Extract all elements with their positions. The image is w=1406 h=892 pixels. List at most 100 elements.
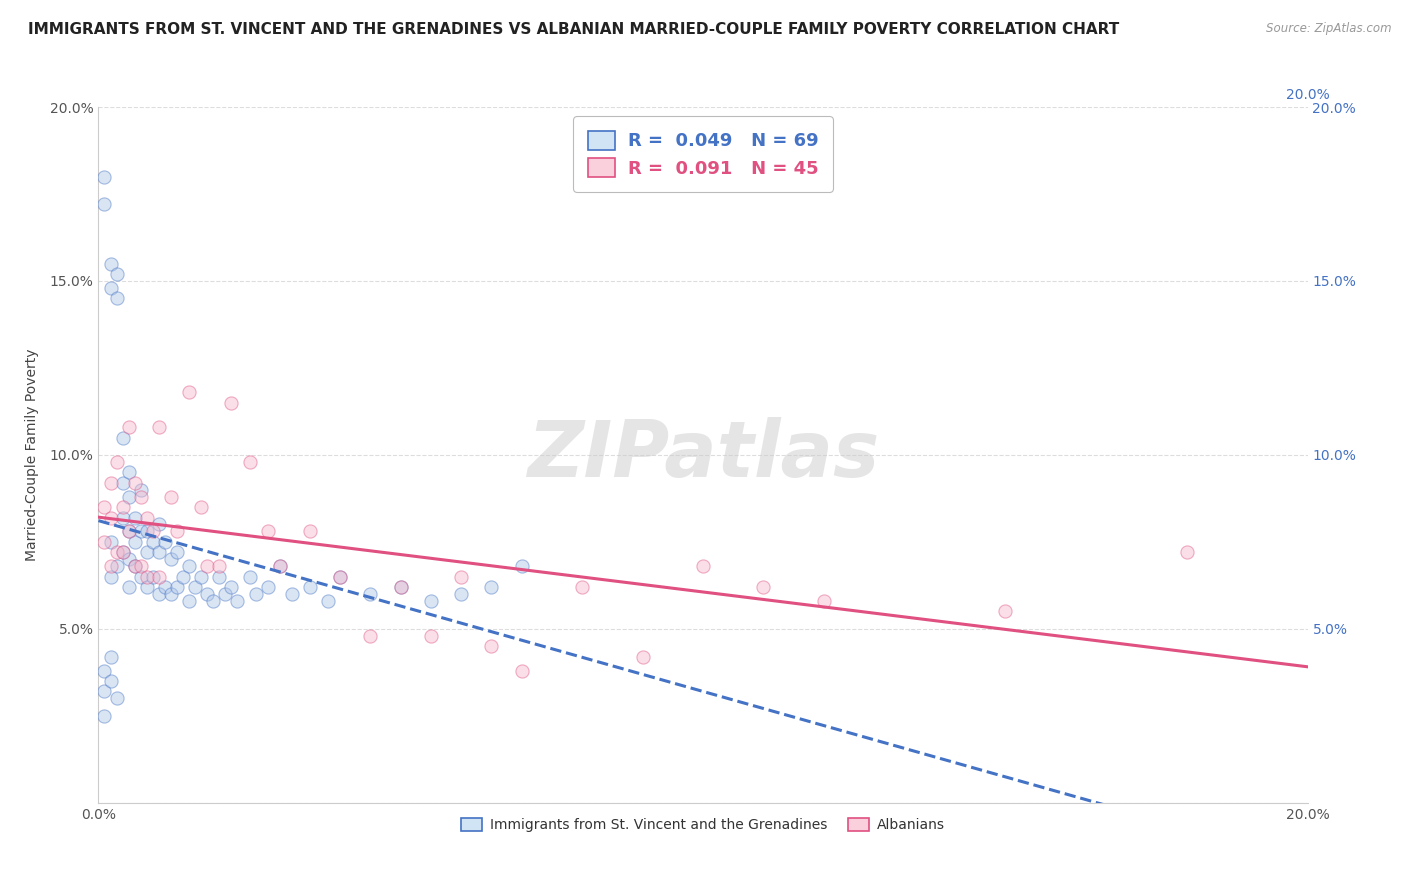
Point [129, 483, 152, 497]
Point [118, 420, 141, 434]
Point [135, 570, 157, 584]
Point [202, 594, 225, 608]
Point [124, 559, 146, 574]
Point [420, 629, 443, 643]
Point [135, 510, 157, 524]
Point [142, 524, 165, 539]
Point [195, 559, 218, 574]
Point [124, 475, 146, 490]
Point [226, 594, 249, 608]
Point [481, 639, 503, 653]
Point [111, 545, 134, 559]
Point [118, 524, 141, 539]
Point [160, 552, 183, 566]
Point [752, 580, 775, 594]
Point [389, 580, 412, 594]
Point [105, 455, 128, 469]
Text: Source: ZipAtlas.com: Source: ZipAtlas.com [1267, 22, 1392, 36]
Point [179, 559, 201, 574]
Point [389, 580, 412, 594]
Point [93, 500, 115, 514]
Point [118, 490, 141, 504]
Point [256, 580, 278, 594]
Point [190, 570, 212, 584]
Y-axis label: Married-Couple Family Poverty: Married-Couple Family Poverty [24, 349, 38, 561]
Point [111, 545, 134, 559]
Point [105, 267, 128, 281]
Point [239, 455, 262, 469]
Point [208, 559, 231, 574]
Point [148, 420, 170, 434]
Point [100, 559, 122, 574]
Point [329, 570, 352, 584]
Point [105, 691, 128, 706]
Point [450, 587, 472, 601]
Point [105, 545, 128, 559]
Point [450, 570, 472, 584]
Point [179, 594, 201, 608]
Point [93, 664, 115, 678]
Point [245, 587, 267, 601]
Point [118, 466, 141, 480]
Point [124, 510, 146, 524]
Point [221, 395, 243, 409]
Point [142, 534, 165, 549]
Point [135, 580, 157, 594]
Point [118, 552, 141, 566]
Point [281, 587, 304, 601]
Point [124, 534, 146, 549]
Point [420, 594, 443, 608]
Point [148, 517, 170, 532]
Point [111, 500, 134, 514]
Point [179, 385, 201, 400]
Point [100, 510, 122, 524]
Point [160, 490, 183, 504]
Point [166, 545, 188, 559]
Point [124, 559, 146, 574]
Point [129, 570, 152, 584]
Point [118, 580, 141, 594]
Point [153, 534, 176, 549]
Point [111, 475, 134, 490]
Text: IMMIGRANTS FROM ST. VINCENT AND THE GRENADINES VS ALBANIAN MARRIED-COUPLE FAMILY: IMMIGRANTS FROM ST. VINCENT AND THE GREN… [28, 22, 1119, 37]
Point [135, 524, 157, 539]
Point [239, 570, 262, 584]
Point [994, 605, 1017, 619]
Point [166, 580, 188, 594]
Point [129, 524, 152, 539]
Point [93, 684, 115, 698]
Point [129, 559, 152, 574]
Point [153, 580, 176, 594]
Point [100, 257, 122, 271]
Point [100, 674, 122, 689]
Point [100, 534, 122, 549]
Point [118, 524, 141, 539]
Point [148, 587, 170, 601]
Point [329, 570, 352, 584]
Point [195, 587, 218, 601]
Point [208, 570, 231, 584]
Point [269, 559, 291, 574]
Point [93, 197, 115, 211]
Point [111, 510, 134, 524]
Point [510, 559, 533, 574]
Legend: Immigrants from St. Vincent and the Grenadines, Albanians: Immigrants from St. Vincent and the Gren… [456, 812, 950, 838]
Point [692, 559, 714, 574]
Point [221, 580, 243, 594]
Point [93, 534, 115, 549]
Point [111, 430, 134, 444]
Point [166, 524, 188, 539]
Point [813, 594, 835, 608]
Point [129, 490, 152, 504]
Text: ZIPatlas: ZIPatlas [527, 417, 879, 493]
Point [184, 580, 207, 594]
Point [571, 580, 593, 594]
Point [360, 629, 382, 643]
Point [100, 281, 122, 295]
Point [299, 524, 322, 539]
Point [93, 708, 115, 723]
Point [100, 570, 122, 584]
Point [100, 649, 122, 664]
Point [105, 559, 128, 574]
Point [631, 649, 654, 664]
